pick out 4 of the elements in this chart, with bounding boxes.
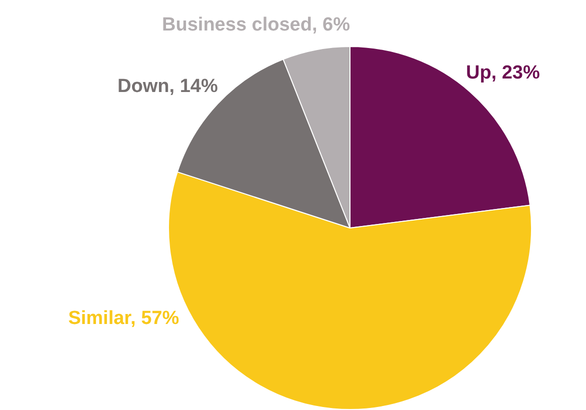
slice-label: Similar, 57% (68, 308, 180, 329)
slice-label: Business closed, 6% (162, 14, 350, 36)
slice-label: Down, 14% (118, 76, 218, 97)
slice-label: Up, 23% (466, 62, 540, 84)
